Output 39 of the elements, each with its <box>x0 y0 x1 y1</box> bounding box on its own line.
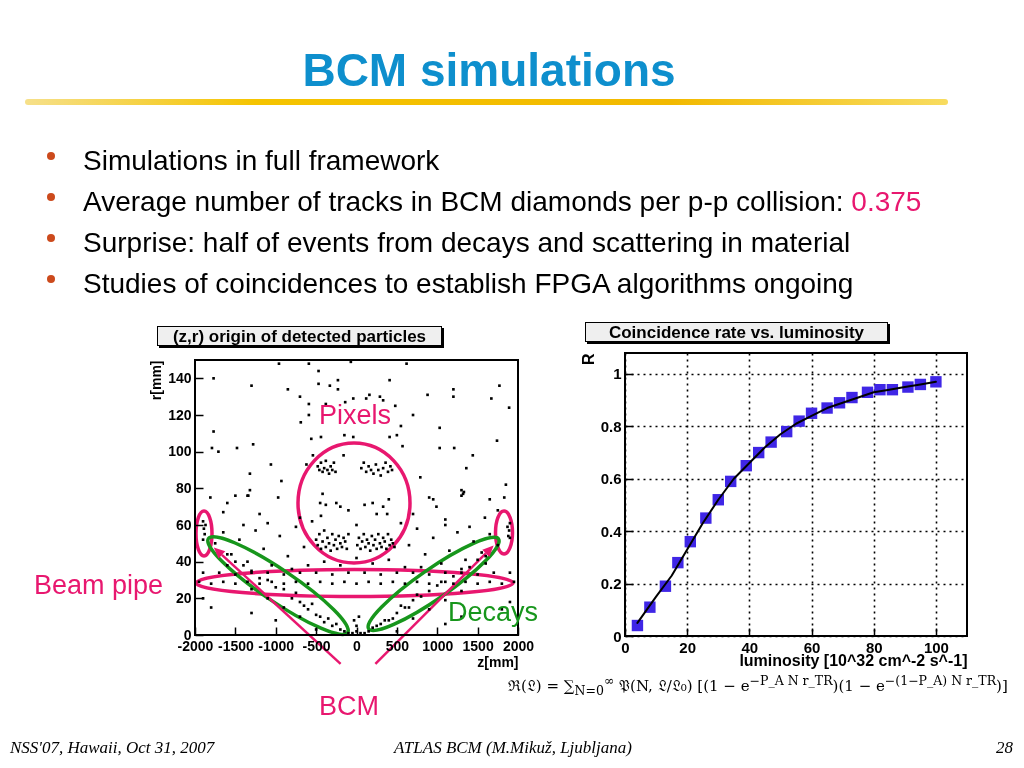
text: Surprise: half of events from decays and scattering in material <box>83 226 851 258</box>
y-axis-title: r[mm] <box>148 360 165 401</box>
y-tick-label: 100 <box>168 443 192 460</box>
text: Studies of coincidences to establish FPGA algorithms ongoing <box>83 267 854 299</box>
point <box>930 376 942 388</box>
annotation: Pixels <box>318 399 392 431</box>
text: ATLAS BCM (M.Mikuž, Ljubljana) <box>394 738 632 758</box>
x-tick-label: 1500 <box>462 637 494 654</box>
text: 28 <box>996 738 1013 758</box>
y-axis-title: R <box>579 353 597 366</box>
y-tick-label: 0.6 <box>600 470 622 488</box>
x-tick-label: 0 <box>353 637 362 654</box>
y-tick-label: 80 <box>175 479 192 496</box>
x-tick-label: 2000 <box>502 637 535 654</box>
y-tick-label: 40 <box>175 553 192 570</box>
x-tick-label: 20 <box>679 638 697 656</box>
title-frame: Coincidence rate vs. luminosity <box>585 322 888 342</box>
y-tick-label: 20 <box>175 589 192 606</box>
text: NSS'07, Hawaii, Oct 31, 2007 <box>10 738 215 758</box>
text: BCM <box>319 690 379 722</box>
y-tick-label: 120 <box>168 406 192 423</box>
text: 0.375 <box>851 185 922 217</box>
text: Beam pipe <box>34 569 164 601</box>
x-axis-title: z[mm] <box>477 653 519 670</box>
text: Simulations in full framework <box>83 144 440 176</box>
x-tick-label: 1000 <box>422 637 454 654</box>
text: BCM simulations <box>302 44 676 96</box>
text: Average number of tracks in BCM diamonds per p-p collision: <box>83 185 844 217</box>
title-frame: (z,r) origin of detected particles <box>157 326 442 346</box>
y-tick-label: 0.4 <box>600 522 623 540</box>
y-tick-label: 140 <box>168 369 192 386</box>
text: ℜ(𝔏) = ∑$_{N=0}$$^{∞}$ 𝔓(N, 𝔏/𝔏₀) [(1 − e$^{−P_A N r_TR}$)(1 − e$^{−(1−P_A) N r_TR}$)] <box>508 672 1008 698</box>
y-tick-label: 60 <box>175 516 192 533</box>
y-tick-label: 1 <box>613 365 622 383</box>
chart-title: Coincidence rate vs. luminosity <box>608 322 865 342</box>
y-tick-label: 0.2 <box>600 575 622 593</box>
y-tick-label: 0.8 <box>600 417 622 435</box>
x-tick-label: -1000 <box>258 637 295 654</box>
x-tick-label: -1500 <box>217 637 254 654</box>
